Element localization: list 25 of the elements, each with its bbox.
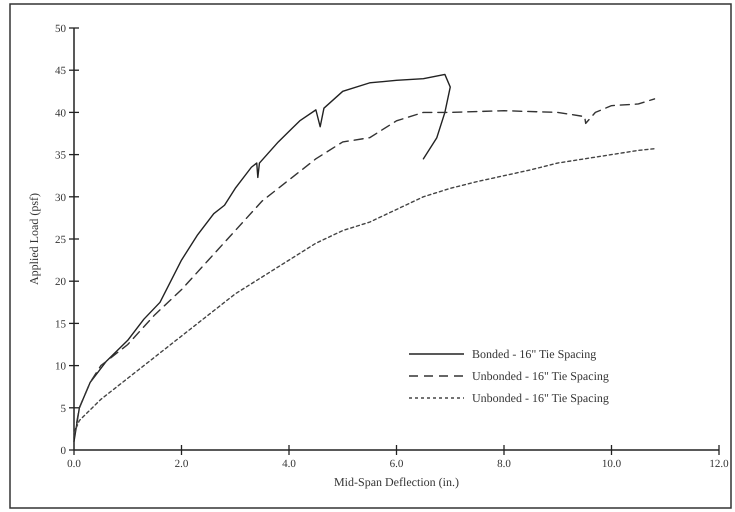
x-axis-title: Mid-Span Deflection (in.) <box>334 475 459 489</box>
x-tick-label: 0.0 <box>67 458 82 470</box>
y-tick-label: 25 <box>55 234 66 246</box>
x-tick-label: 6.0 <box>390 458 404 470</box>
x-tick-label: 8.0 <box>497 458 512 470</box>
y-tick-label: 5 <box>60 402 66 415</box>
y-axis-title: Applied Load (psf) <box>27 193 41 285</box>
y-tick-label: 15 <box>55 318 66 330</box>
line-series <box>73 148 656 434</box>
legend-label: Unbonded - 16" Tie Spacing <box>472 369 609 383</box>
line-series <box>73 98 656 438</box>
x-tick-label: 2.0 <box>174 458 189 470</box>
x-tick-label: 4.0 <box>282 458 296 470</box>
legend-label: Bonded - 16" Tie Spacing <box>472 347 596 361</box>
y-tick-label: 0 <box>60 445 66 457</box>
y-tick-label: 35 <box>55 150 66 162</box>
y-tick-label: 10 <box>55 360 66 373</box>
y-tick-label: 30 <box>55 192 66 204</box>
y-tick-label: 50 <box>55 23 66 35</box>
x-tick-label: 12.0 <box>709 458 730 470</box>
legend-label: Unbonded - 16" Tie Spacing <box>472 391 609 405</box>
y-tick-label: 45 <box>55 65 66 78</box>
x-tick-label: 10.0 <box>602 458 622 470</box>
y-tick-label: 40 <box>55 107 66 120</box>
y-tick-label: 20 <box>55 276 66 288</box>
